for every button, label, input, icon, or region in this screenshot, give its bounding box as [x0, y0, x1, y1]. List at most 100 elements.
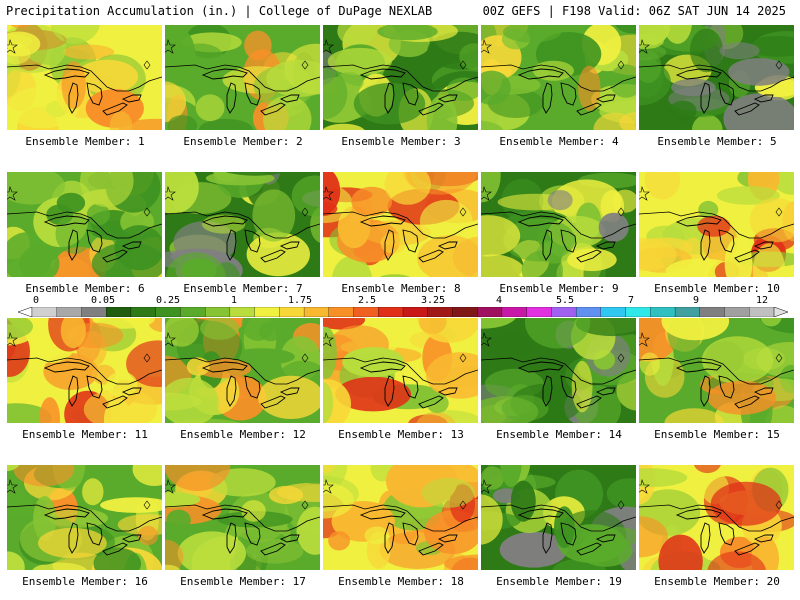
station-marker-icon	[481, 331, 492, 347]
precipitation-blob	[200, 318, 240, 340]
ensemble-member-label: Ensemble Member: 9	[499, 282, 619, 295]
lake-outline	[700, 229, 711, 261]
precipitation-field	[481, 172, 636, 277]
lake-outline	[517, 361, 564, 373]
precipitation-blob	[258, 375, 320, 419]
ensemble-member-map	[165, 172, 320, 277]
precipitation-blob	[263, 95, 312, 130]
colorbar-tick-label: 0	[32, 295, 40, 306]
precipitation-blob	[481, 70, 511, 105]
precipitation-blob	[693, 465, 721, 474]
station-marker-icon	[639, 185, 650, 201]
colorbar-cell	[106, 307, 132, 317]
lake-outline	[734, 102, 760, 116]
precipitation-blob	[639, 238, 677, 271]
precipitation-blob	[291, 175, 320, 217]
precipitation-blob	[500, 465, 522, 488]
precipitation-blob	[615, 25, 636, 34]
precipitation-blob	[379, 274, 411, 277]
colorbar-cell	[575, 307, 602, 317]
lake-outline	[359, 68, 406, 80]
lake-outline	[68, 375, 79, 407]
ensemble-member-label: Ensemble Member: 19	[496, 575, 622, 588]
precipitation-blob	[165, 318, 199, 347]
lake-outline	[576, 395, 602, 409]
lake-outline	[201, 215, 248, 227]
lake-outline	[700, 375, 711, 407]
station-marker-icon	[165, 478, 176, 494]
lake-outline	[402, 229, 419, 253]
ensemble-member-label: Ensemble Member: 13	[338, 428, 464, 441]
colorbar-cell	[56, 307, 82, 317]
precipitation-blob	[363, 220, 432, 246]
lake-outline	[675, 68, 722, 80]
precipitation-blob	[661, 318, 730, 341]
station-marker-icon	[639, 331, 650, 347]
lake-outline	[359, 361, 406, 373]
ensemble-member-label: Ensemble Member: 18	[338, 575, 464, 588]
ensemble-member-map	[165, 25, 320, 130]
precipitation-field	[165, 465, 320, 570]
precipitation-blob	[61, 61, 86, 109]
precipitation-blob	[62, 44, 115, 60]
colorbar-cell	[749, 307, 775, 317]
colorbar-cell	[600, 307, 627, 317]
lake-outline	[201, 68, 248, 80]
lake-outline	[102, 542, 128, 556]
precipitation-blob	[377, 25, 438, 41]
precipitation-blob	[167, 115, 198, 130]
precipitation-field	[7, 465, 162, 570]
precipitation-blob	[50, 25, 100, 44]
precipitation-field	[323, 172, 478, 277]
precipitation-blob	[335, 376, 412, 412]
border-line	[481, 211, 636, 239]
ensemble-member-label: Ensemble Member: 17	[180, 575, 306, 588]
precipitation-blob	[710, 481, 782, 526]
precipitation-field	[639, 318, 794, 423]
ensemble-member-map	[7, 318, 162, 423]
ensemble-member-map	[165, 318, 320, 423]
precipitation-blob	[578, 65, 601, 112]
precipitation-blob	[664, 408, 724, 423]
border-line	[323, 64, 478, 92]
lake-outline	[279, 387, 300, 396]
precipitation-blob	[701, 336, 774, 384]
ensemble-member-label: Ensemble Member: 15	[654, 428, 780, 441]
precipitation-blob	[416, 412, 456, 423]
station-marker-icon	[143, 353, 151, 363]
lake-outline	[734, 249, 760, 263]
lake-outline	[86, 522, 103, 546]
ensemble-member-label: Ensemble Member: 12	[180, 428, 306, 441]
lake-outline	[43, 361, 90, 373]
precipitation-blob	[760, 318, 782, 327]
precipitation-blob	[196, 359, 252, 379]
ensemble-member-map	[639, 25, 794, 130]
lake-outline	[201, 508, 248, 520]
precipitation-blob	[459, 43, 478, 70]
lake-outline	[517, 68, 564, 80]
precipitation-blob	[165, 81, 187, 123]
ensemble-member-map	[639, 465, 794, 570]
colorbar-cell	[31, 307, 58, 317]
precipitation-blob	[351, 186, 393, 216]
lake-outline	[260, 542, 286, 556]
station-marker-icon	[617, 207, 625, 217]
lake-outline	[675, 508, 722, 520]
precipitation-blob	[575, 318, 636, 337]
border-line	[165, 211, 320, 239]
colorbar-cell	[452, 307, 478, 317]
map-title: Precipitation Accumulation (in.) | Colle…	[6, 4, 433, 18]
lake-outline	[542, 229, 553, 261]
lake-outline	[121, 94, 142, 103]
lake-outline	[244, 82, 261, 106]
precipitation-blob	[426, 95, 458, 130]
lake-outline	[734, 395, 760, 409]
precipitation-blob	[198, 118, 254, 130]
precipitation-blob	[38, 527, 107, 559]
border-line	[481, 357, 636, 385]
precipitation-blob	[639, 468, 688, 488]
lake-outline	[86, 229, 103, 253]
ensemble-member-map	[481, 318, 636, 423]
precipitation-blob	[581, 526, 636, 547]
precipitation-blob	[7, 86, 79, 129]
